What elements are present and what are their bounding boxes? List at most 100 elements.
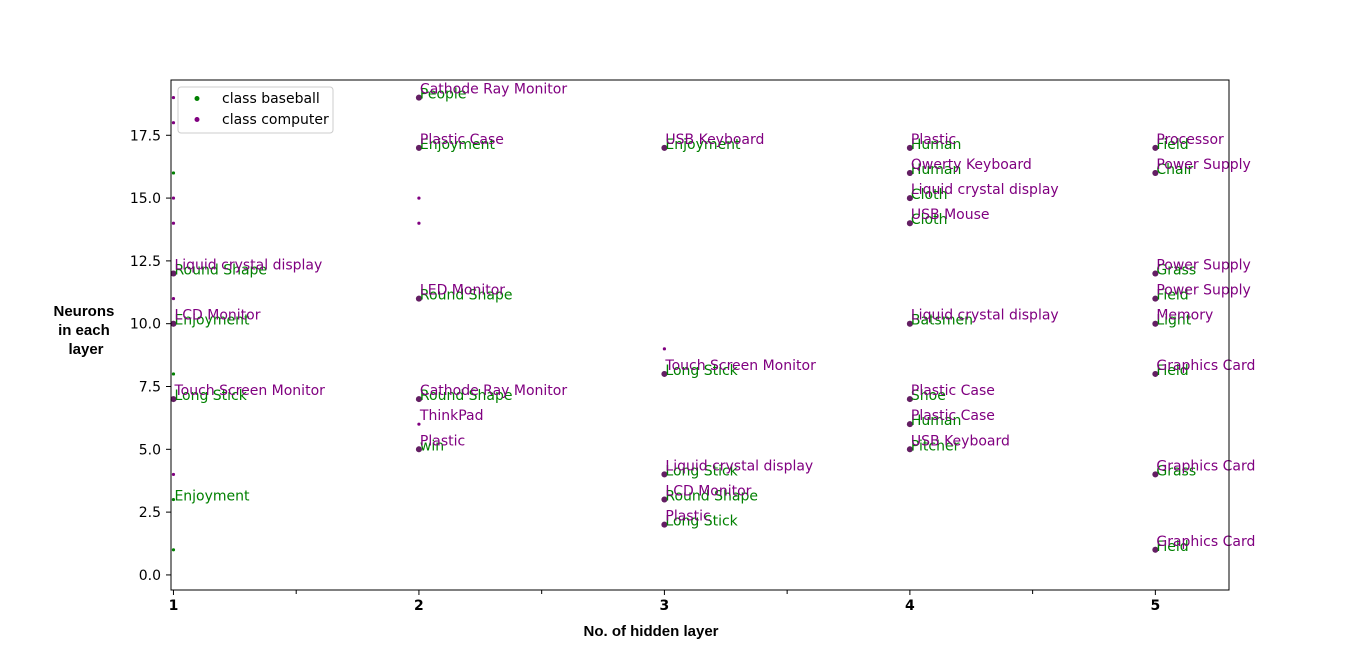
data-point-computer (906, 320, 913, 327)
point-label-baseball: Enjoyment (420, 137, 496, 153)
data-points (170, 94, 1159, 553)
x-tick-label: 3 (660, 598, 670, 614)
point-label-computer: Plastic (420, 433, 465, 449)
data-point-computer (906, 396, 913, 403)
point-label-baseball: Enjoyment (174, 313, 250, 329)
data-point-computer (171, 472, 176, 477)
point-label-baseball: Cloth (911, 212, 948, 228)
x-tick-label: 5 (1150, 598, 1160, 614)
point-label-baseball: Cloth (911, 187, 948, 203)
legend-marker-computer (194, 117, 200, 122)
point-label-baseball: Round Shape (174, 262, 267, 278)
data-point-computer (415, 396, 422, 403)
data-point-computer (417, 221, 421, 225)
data-point-baseball (171, 497, 176, 502)
data-point-computer (417, 196, 421, 200)
point-label-computer: Liquid crystal display (911, 182, 1059, 198)
point-label-computer: LCD Monitor (174, 308, 260, 324)
data-point-baseball (171, 372, 176, 376)
data-point-computer (906, 446, 913, 453)
point-label-computer: Plastic Case (911, 408, 995, 424)
point-label-computer: Power Supply (1156, 157, 1251, 173)
point-label-baseball: Chair (1156, 162, 1193, 178)
point-label-computer: Touch Screen Monitor (664, 358, 816, 374)
point-label-computer: Graphics Card (1156, 458, 1255, 474)
data-point-computer (171, 296, 176, 301)
data-point-computer (906, 169, 913, 176)
point-label-baseball: Round Shape (665, 489, 758, 505)
data-point-computer (661, 370, 668, 377)
data-point-computer (171, 95, 176, 100)
point-label-computer: Memory (1156, 308, 1213, 324)
data-point-computer (661, 496, 668, 503)
point-label-baseball: Field (1156, 137, 1188, 153)
point-label-computer: Processor (1156, 132, 1224, 148)
legend-label-baseball: class baseball (222, 91, 320, 107)
data-point-computer (170, 320, 177, 327)
point-label-baseball: Long Stick (174, 388, 247, 404)
point-label-baseball: Long Stick (665, 363, 738, 379)
data-point-baseball (171, 171, 176, 175)
point-label-baseball: Long Stick (665, 463, 738, 479)
data-point-computer (1152, 270, 1159, 277)
data-point-computer (417, 422, 421, 426)
data-point-computer (1152, 546, 1159, 553)
data-point-computer (906, 220, 913, 227)
point-label-computer: Liquid crystal display (911, 308, 1059, 324)
data-point-computer (1152, 471, 1159, 478)
point-label-baseball: Pitcher (911, 438, 960, 454)
point-label-baseball: Human (911, 137, 962, 153)
y-axis-title: Neurons in each layer (53, 303, 118, 358)
point-label-computer: Plastic Case (420, 132, 504, 148)
y-tick-label: 15.0 (130, 191, 161, 207)
point-label-baseball: win (420, 438, 444, 454)
data-point-computer (1152, 169, 1159, 176)
data-point-computer (661, 471, 668, 478)
y-tick-label: 10.0 (130, 317, 161, 333)
data-point-computer (1152, 144, 1159, 151)
data-point-computer (415, 94, 422, 101)
legend-box (177, 86, 334, 134)
point-label-baseball: Field (1156, 363, 1188, 379)
data-point-computer (1152, 370, 1159, 377)
x-axis: 1 2 3 4 5 (169, 590, 1160, 614)
data-point-computer (171, 221, 176, 225)
point-label-baseball: Light (1156, 313, 1191, 329)
point-label-baseball: Round Shape (420, 388, 513, 404)
point-label-computer: LED Monitor (420, 283, 505, 299)
point-label-computer: USB Mouse (911, 207, 990, 223)
point-label-computer: Plastic Case (911, 383, 995, 399)
point-label-computer: USB Keyboard (665, 132, 764, 148)
data-point-computer (662, 347, 667, 351)
point-label-baseball: Enjoyment (174, 489, 250, 505)
legend: class baseball class computer (177, 86, 334, 134)
data-point-computer (171, 121, 176, 125)
point-label-computer: ThinkPad (419, 408, 484, 424)
point-label-computer: Touch Screen Monitor (173, 383, 325, 399)
data-point-computer (1152, 320, 1159, 327)
point-label-computer: Plastic (911, 132, 956, 148)
data-point-computer (415, 446, 422, 453)
point-label-baseball: Grass (1156, 262, 1196, 278)
data-point-computer (661, 521, 668, 528)
point-label-computer: Graphics Card (1156, 534, 1255, 550)
y-tick-label: 12.5 (130, 254, 161, 270)
legend-marker-baseball (194, 96, 200, 101)
data-point-computer (906, 421, 913, 428)
point-label-computer: Liquid crystal display (174, 257, 322, 273)
point-label-baseball: Enjoyment (665, 137, 741, 153)
y-tick-label: 7.5 (139, 380, 161, 396)
y-tick-label: 5.0 (139, 442, 161, 458)
y-axis-title-line-2: in each (58, 322, 110, 339)
point-label-baseball: Field (1156, 288, 1188, 304)
point-label-baseball: Human (911, 413, 962, 429)
point-label-computer: Qwerty Keyboard (911, 157, 1032, 173)
x-tick-label: 1 (169, 598, 179, 614)
data-point-computer (1152, 295, 1159, 302)
y-tick-label: 0.0 (139, 568, 161, 584)
point-label-computer: Plastic (665, 509, 710, 525)
point-label-baseball: People (420, 87, 467, 103)
data-point-computer (415, 295, 422, 302)
